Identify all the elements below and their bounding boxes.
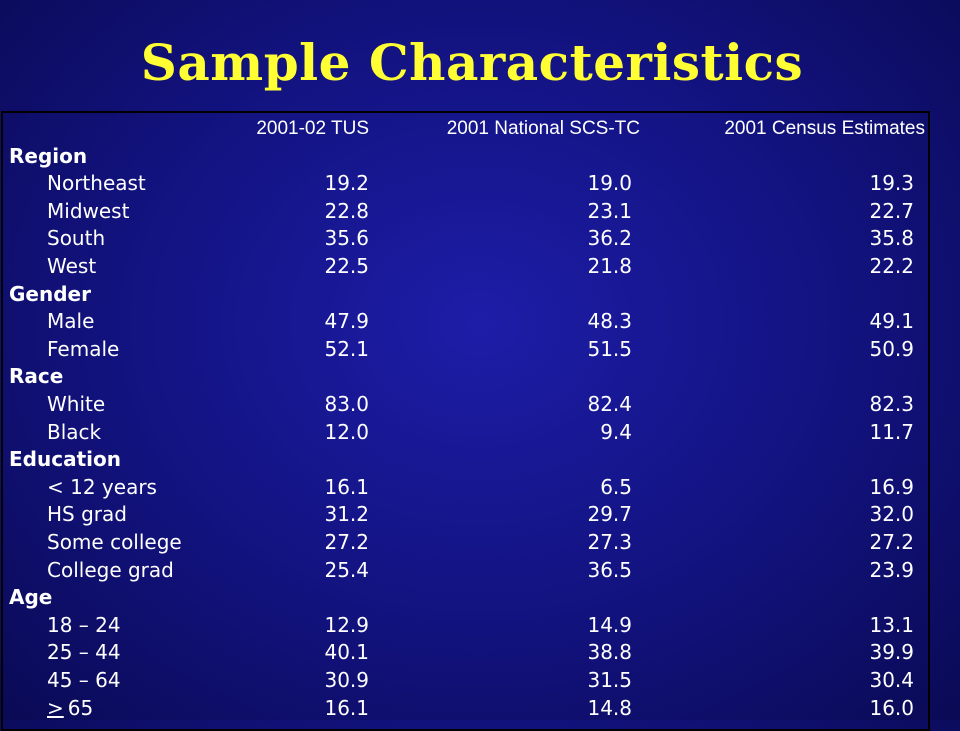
section-row: Education bbox=[3, 446, 928, 474]
section-label: Race bbox=[9, 364, 64, 389]
value-cell: 52.1 bbox=[324, 336, 369, 361]
table-row: College grad 25.4 36.5 23.9 bbox=[3, 557, 928, 585]
row-label: South bbox=[47, 226, 106, 251]
value-cell: 22.8 bbox=[324, 198, 369, 223]
value-cell: 23.9 bbox=[869, 557, 914, 582]
value-cell: 36.5 bbox=[587, 557, 632, 582]
value-cell: 39.9 bbox=[869, 640, 914, 665]
value-cell: 30.4 bbox=[869, 668, 914, 692]
value-cell: 27.2 bbox=[324, 530, 369, 554]
value-cell: 14.9 bbox=[587, 612, 632, 637]
section-row: Gender bbox=[3, 281, 928, 309]
value-cell: 13.1 bbox=[869, 612, 914, 637]
value-cell: 50.9 bbox=[869, 336, 914, 361]
value-cell: 49.1 bbox=[869, 309, 914, 334]
table-row: >65 16.1 14.8 16.0 bbox=[3, 695, 928, 723]
column-header: 2001 National SCS-TC bbox=[446, 118, 640, 139]
value-cell: 82.3 bbox=[869, 392, 914, 416]
table-row: Female 52.1 51.5 50.9 bbox=[3, 336, 928, 364]
table-row: Northeast 19.2 19.0 19.3 bbox=[3, 170, 928, 198]
value-cell: 9.4 bbox=[600, 419, 632, 444]
row-label: 18 – 24 bbox=[47, 612, 121, 637]
value-cell: 83.0 bbox=[324, 392, 369, 416]
value-cell: 82.4 bbox=[587, 392, 632, 416]
row-label: HS grad bbox=[47, 502, 127, 527]
value-cell: 16.9 bbox=[869, 474, 914, 499]
value-cell: 51.5 bbox=[587, 336, 632, 361]
row-label: 45 – 64 bbox=[47, 668, 121, 692]
table-row: Black 12.0 9.4 11.7 bbox=[3, 419, 928, 447]
section-row: Race bbox=[3, 363, 928, 391]
row-label: Midwest bbox=[47, 198, 130, 223]
table-header-row: 2001-02 TUS 2001 National SCS-TC 2001 Cens… bbox=[3, 115, 928, 143]
value-cell: 16.1 bbox=[324, 695, 369, 720]
value-cell: 40.1 bbox=[324, 640, 369, 665]
value-cell: 27.3 bbox=[587, 530, 632, 554]
section-label: Age bbox=[9, 585, 53, 610]
value-cell: 19.0 bbox=[587, 171, 632, 196]
row-label: Black bbox=[47, 419, 102, 444]
section-label: Gender bbox=[9, 281, 91, 306]
value-cell: 21.8 bbox=[587, 254, 632, 278]
value-cell: 30.9 bbox=[324, 668, 369, 692]
value-cell: 14.8 bbox=[587, 695, 632, 720]
value-cell: 35.6 bbox=[324, 226, 369, 251]
value-cell: 32.0 bbox=[869, 502, 914, 527]
row-label: White bbox=[47, 392, 106, 416]
section-row: Age bbox=[3, 584, 928, 612]
row-label: Male bbox=[47, 309, 95, 334]
table-row: White 83.0 82.4 82.3 bbox=[3, 391, 928, 419]
column-header: 2001 Census Estimates bbox=[724, 118, 925, 139]
value-cell: 47.9 bbox=[324, 309, 369, 334]
value-cell: 19.3 bbox=[869, 171, 914, 196]
section-row: Region bbox=[3, 143, 928, 171]
value-cell: 22.5 bbox=[324, 254, 369, 278]
table-row: 25 – 44 40.1 38.8 39.9 bbox=[3, 639, 928, 667]
greater-equal-sign: > bbox=[47, 695, 64, 720]
column-header: 2001-02 TUS bbox=[256, 118, 369, 139]
value-cell: 12.0 bbox=[324, 419, 369, 444]
section-label: Region bbox=[9, 143, 88, 168]
value-cell: 36.2 bbox=[587, 226, 632, 251]
table-row: Male 47.9 48.3 49.1 bbox=[3, 308, 928, 336]
value-cell: 19.2 bbox=[324, 171, 369, 196]
value-cell: 12.9 bbox=[324, 612, 369, 637]
value-cell: 31.2 bbox=[324, 502, 369, 527]
table-row: South 35.6 36.2 35.8 bbox=[3, 225, 928, 253]
table-row: HS grad 31.2 29.7 32.0 bbox=[3, 501, 928, 529]
value-cell: 6.5 bbox=[600, 474, 632, 499]
table-row: Some college 27.2 27.3 27.2 bbox=[3, 529, 928, 557]
section-label: Education bbox=[9, 447, 121, 472]
value-cell: 22.2 bbox=[869, 254, 914, 278]
slide-title: Sample Characteristics bbox=[140, 33, 804, 92]
table-row: 18 – 24 12.9 14.9 13.1 bbox=[3, 612, 928, 640]
row-label: Some college bbox=[47, 530, 182, 554]
row-label: >65 bbox=[47, 695, 94, 720]
value-cell: 25.4 bbox=[324, 557, 369, 582]
row-label: College grad bbox=[47, 557, 174, 582]
row-label: < 12 years bbox=[47, 474, 157, 499]
table-row: < 12 years 16.1 6.5 16.9 bbox=[3, 474, 928, 502]
table-row: Midwest 22.8 23.1 22.7 bbox=[3, 198, 928, 226]
row-label: West bbox=[47, 254, 97, 278]
value-cell: 31.5 bbox=[587, 668, 632, 692]
value-cell: 22.7 bbox=[869, 198, 914, 223]
row-label: Female bbox=[47, 336, 120, 361]
value-cell: 48.3 bbox=[587, 309, 632, 334]
value-cell: 35.8 bbox=[869, 226, 914, 251]
table-row: West 22.5 21.8 22.2 bbox=[3, 253, 928, 281]
value-cell: 38.8 bbox=[587, 640, 632, 665]
sample-characteristics-table: 2001-02 TUS 2001 National SCS-TC 2001 Cens… bbox=[1, 111, 930, 731]
value-cell: 23.1 bbox=[587, 198, 632, 223]
table-row: 45 – 64 30.9 31.5 30.4 bbox=[3, 667, 928, 695]
value-cell: 11.7 bbox=[869, 419, 914, 444]
value-cell: 29.7 bbox=[587, 502, 632, 527]
value-cell: 16.0 bbox=[869, 695, 914, 720]
row-label: Northeast bbox=[47, 171, 146, 196]
value-cell: 27.2 bbox=[869, 530, 914, 554]
row-label: 25 – 44 bbox=[47, 640, 121, 665]
value-cell: 16.1 bbox=[324, 474, 369, 499]
